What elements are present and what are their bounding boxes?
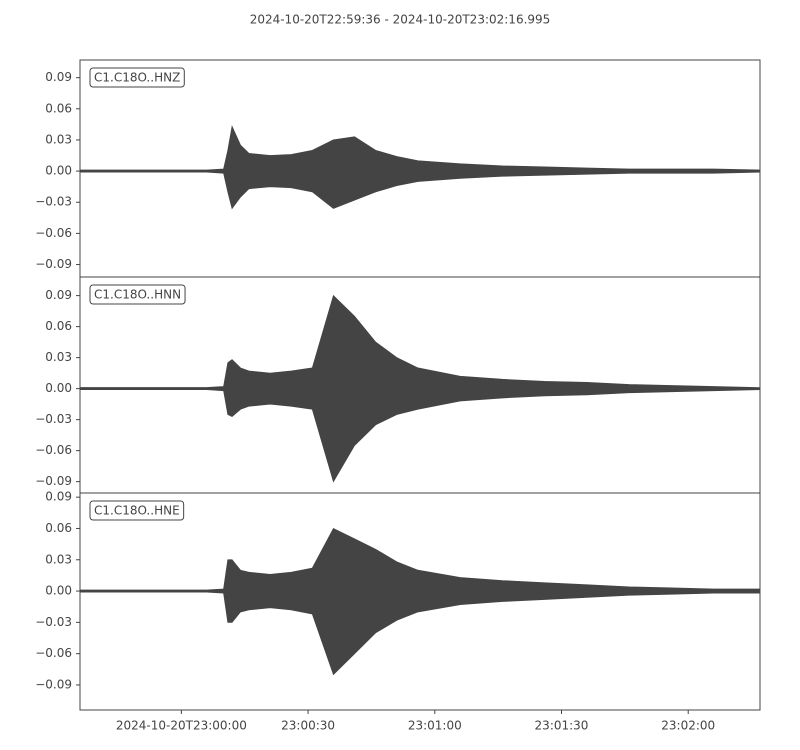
y-tick-label: −0.03	[35, 615, 72, 629]
x-tick-label: 23:01:30	[535, 719, 589, 733]
waveform-envelope	[79, 125, 761, 210]
x-tick-label: 2024-10-20T23:00:00	[116, 719, 247, 733]
y-tick-label: 0.06	[45, 101, 72, 115]
panel-frame	[79, 492, 761, 711]
waveform-envelope	[79, 527, 761, 676]
legend-box	[89, 67, 185, 88]
y-tick-label: 0.09	[45, 288, 72, 302]
y-tick-label: 0.09	[45, 70, 72, 84]
legend-box	[89, 500, 185, 521]
figure-title: 2024-10-20T22:59:36 - 2024-10-20T23:02:1…	[250, 13, 551, 27]
legend-box	[89, 284, 186, 305]
y-tick-label: −0.03	[35, 412, 72, 426]
x-tick-label: 23:02:00	[661, 719, 715, 733]
x-tick-label: 23:01:00	[408, 719, 462, 733]
y-tick-label: 0.03	[45, 552, 72, 566]
y-tick-label: −0.06	[35, 226, 72, 240]
y-tick-label: −0.06	[35, 443, 72, 457]
y-tick-label: −0.09	[35, 474, 72, 488]
y-tick-label: 0.06	[45, 319, 72, 333]
y-tick-label: −0.03	[35, 195, 72, 209]
y-tick-label: −0.06	[35, 646, 72, 660]
y-tick-label: −0.09	[35, 677, 72, 691]
y-tick-label: 0.00	[45, 381, 72, 395]
y-tick-label: 0.00	[45, 584, 72, 598]
y-tick-label: 0.00	[45, 164, 72, 178]
y-tick-label: 0.09	[45, 490, 72, 504]
legend-label: C1.C18O..HNZ	[94, 71, 180, 85]
waveform-envelope	[79, 294, 761, 483]
x-tick-label: 23:00:30	[281, 719, 335, 733]
y-tick-label: 0.03	[45, 350, 72, 364]
y-tick-label: 0.03	[45, 132, 72, 146]
y-tick-label: 0.06	[45, 521, 72, 535]
legend-label: C1.C18O..HNE	[94, 504, 180, 518]
legend-label: C1.C18O..HNN	[94, 288, 181, 302]
y-tick-label: −0.09	[35, 257, 72, 271]
